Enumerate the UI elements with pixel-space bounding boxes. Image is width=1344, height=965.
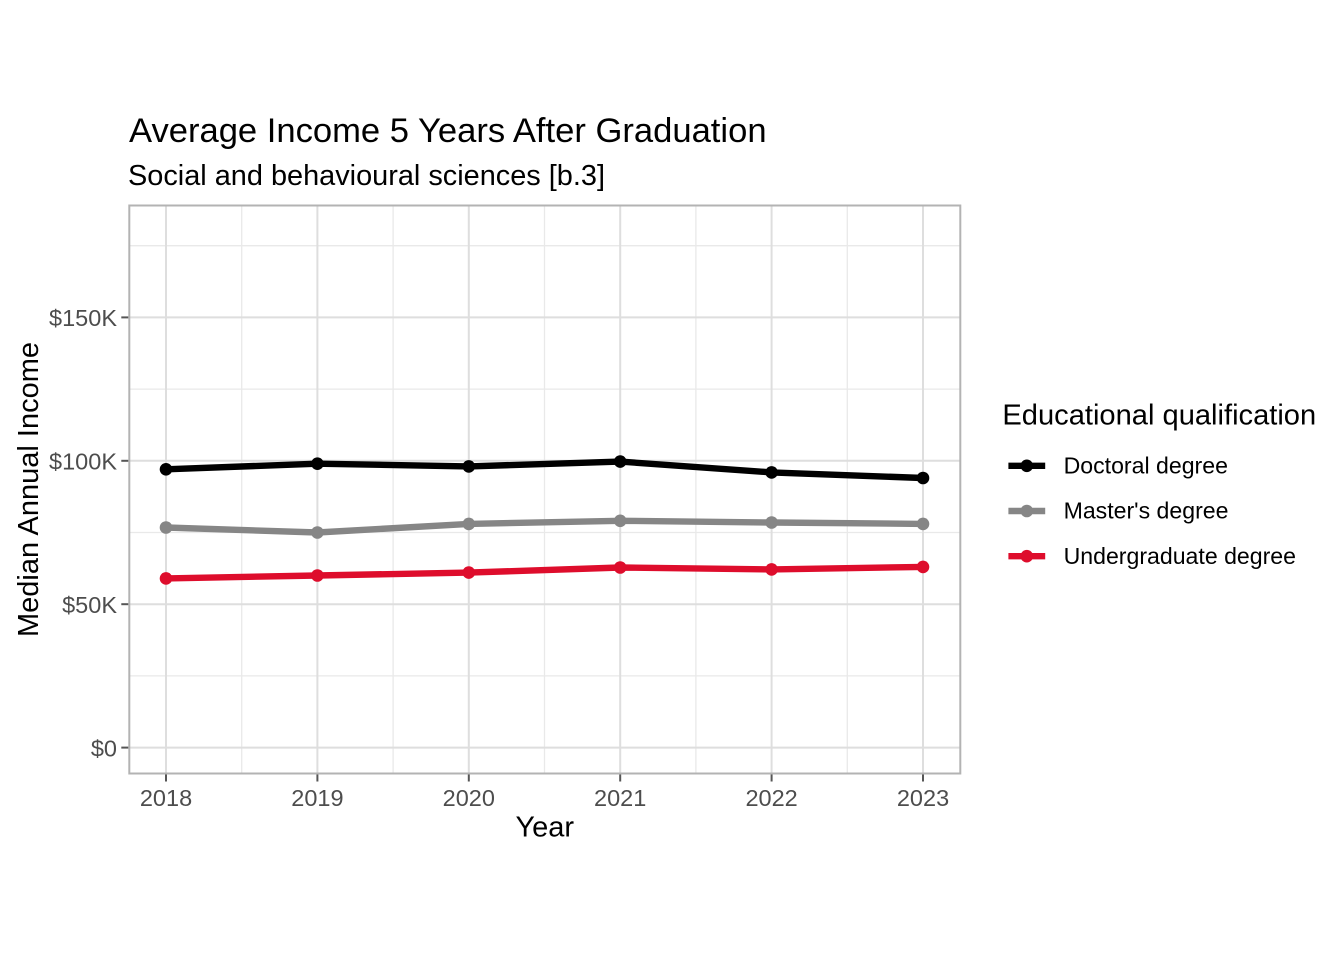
svg-text:Average Income 5 Years After G: Average Income 5 Years After Graduation (129, 112, 767, 150)
svg-text:2021: 2021 (594, 785, 646, 811)
svg-text:$50K: $50K (62, 592, 117, 618)
svg-text:Undergraduate degree: Undergraduate degree (1064, 543, 1296, 569)
svg-text:$100K: $100K (49, 449, 117, 475)
svg-text:Year: Year (515, 812, 574, 844)
svg-text:Social and behavioural science: Social and behavioural sciences [b.3] (128, 160, 605, 192)
svg-text:2019: 2019 (291, 785, 343, 811)
svg-text:Doctoral degree: Doctoral degree (1064, 452, 1228, 478)
svg-text:2020: 2020 (443, 785, 495, 811)
svg-text:$150K: $150K (49, 305, 117, 331)
svg-text:Educational qualification: Educational qualification (1002, 400, 1316, 432)
svg-text:$0: $0 (91, 735, 117, 761)
svg-text:2018: 2018 (140, 785, 192, 811)
svg-text:Median Annual Income: Median Annual Income (13, 342, 45, 637)
svg-text:2023: 2023 (897, 785, 949, 811)
svg-text:2022: 2022 (745, 785, 797, 811)
svg-text:Master's degree: Master's degree (1064, 498, 1229, 524)
